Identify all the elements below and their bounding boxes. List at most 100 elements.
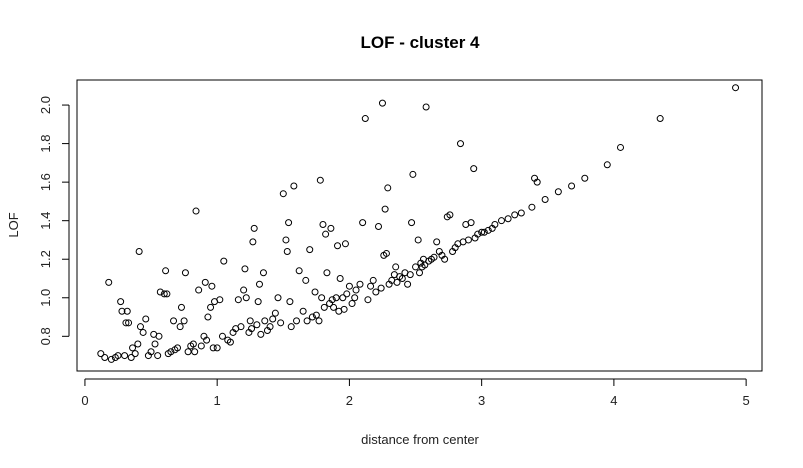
data-point (136, 323, 144, 331)
data-point (208, 282, 216, 290)
y-tick-label: 1.0 (38, 289, 53, 307)
data-point (528, 203, 536, 211)
data-point (404, 280, 412, 288)
data-point (105, 278, 113, 286)
data-point (393, 278, 401, 286)
data-point (203, 336, 211, 344)
data-point (312, 311, 320, 319)
data-point (129, 344, 137, 352)
data-point (121, 352, 129, 360)
x-tick-label: 4 (610, 393, 617, 408)
x-axis: 0 1 2 3 4 5 (81, 378, 750, 408)
data-point (248, 325, 256, 333)
data-point (497, 217, 505, 225)
data-point (398, 274, 406, 282)
data-point (114, 352, 122, 360)
data-point (484, 226, 492, 234)
data-point (259, 269, 267, 277)
data-point (332, 294, 340, 302)
data-point (269, 315, 277, 323)
data-point (181, 269, 189, 277)
data-point (372, 288, 380, 296)
data-point (315, 317, 323, 325)
data-point (433, 238, 441, 246)
data-point (316, 176, 324, 184)
data-point (406, 271, 414, 279)
data-point (320, 303, 328, 311)
data-point (191, 348, 199, 356)
data-point (197, 342, 205, 350)
data-point (201, 278, 209, 286)
data-point (135, 248, 143, 256)
data-point (348, 300, 356, 308)
data-point (378, 99, 386, 107)
y-axis-label: LOF (6, 212, 21, 237)
x-tick-label: 0 (81, 393, 88, 408)
data-point (207, 303, 215, 311)
data-point (151, 340, 159, 348)
data-point (282, 236, 290, 244)
data-point (170, 317, 178, 325)
data-point (364, 296, 372, 304)
data-point (311, 288, 319, 296)
data-point (568, 182, 576, 190)
data-point (226, 338, 234, 346)
data-point (122, 319, 130, 327)
data-point (343, 290, 351, 298)
data-point (213, 344, 221, 352)
plot-frame (76, 79, 763, 372)
data-point (162, 267, 170, 275)
data-point (241, 265, 249, 273)
data-point (474, 230, 482, 238)
data-point (285, 219, 293, 227)
data-point (156, 288, 164, 296)
data-point (381, 205, 389, 213)
data-point (147, 348, 155, 356)
data-point (412, 263, 420, 271)
data-point (295, 267, 303, 275)
data-point (220, 257, 228, 265)
data-point (441, 255, 449, 263)
data-point (234, 296, 242, 304)
y-tick-label: 1.6 (38, 173, 53, 191)
data-point (340, 305, 348, 313)
data-point (287, 323, 295, 331)
data-point (308, 313, 316, 321)
data-point (118, 307, 126, 315)
data-point (123, 307, 131, 315)
data-point (617, 143, 625, 151)
x-tick-label: 5 (743, 393, 750, 408)
x-tick-label: 1 (214, 393, 221, 408)
data-point (511, 211, 519, 219)
data-point (334, 242, 342, 250)
y-tick-label: 1.8 (38, 135, 53, 153)
data-point (732, 84, 740, 92)
data-point (177, 303, 185, 311)
data-point (274, 294, 282, 302)
data-point (456, 140, 464, 148)
data-point (131, 350, 139, 358)
data-point (336, 274, 344, 282)
chart-title: LOF - cluster 4 (360, 33, 480, 52)
data-point (416, 269, 423, 277)
x-tick-label: 2 (346, 393, 353, 408)
data-point (603, 161, 611, 169)
data-point (382, 249, 390, 257)
data-point (195, 286, 203, 294)
data-point (167, 348, 175, 356)
data-point (414, 236, 422, 244)
data-point (581, 174, 589, 182)
data-point (160, 290, 168, 298)
data-point (351, 294, 359, 302)
x-axis-label: distance from center (361, 432, 479, 447)
data-point (155, 332, 163, 340)
data-point (464, 236, 472, 244)
data-point (345, 282, 353, 290)
data-point (184, 348, 192, 356)
data-point (339, 294, 347, 302)
data-point (302, 276, 310, 284)
data-point (330, 303, 338, 311)
data-point (299, 307, 307, 315)
data-point (361, 115, 369, 123)
